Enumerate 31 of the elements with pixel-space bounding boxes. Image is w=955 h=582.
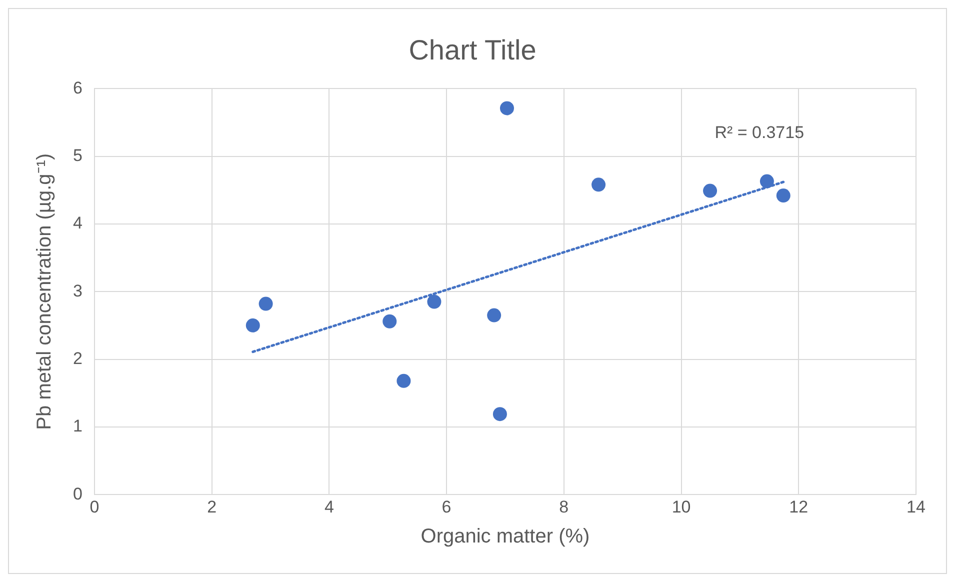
y-tick-label: 6	[72, 78, 82, 98]
point	[492, 407, 507, 422]
x-tick-label: 12	[789, 497, 808, 516]
y-tick-label: 0	[72, 484, 82, 504]
y-tick-label: 3	[72, 281, 82, 300]
x-tick-label: 10	[672, 497, 691, 516]
x-tick-label: 6	[442, 497, 452, 516]
point	[427, 294, 442, 309]
x-tick-label: 14	[906, 497, 926, 516]
x-tick-label: 2	[207, 497, 217, 516]
x-tick-label: 8	[559, 497, 569, 516]
point	[500, 101, 514, 116]
point	[703, 184, 718, 198]
y-tick-label: 4	[72, 214, 82, 233]
point	[592, 178, 606, 192]
y-tick-label: 2	[72, 348, 82, 368]
point	[760, 174, 774, 188]
point	[396, 374, 411, 388]
x-axis-title: Organic matter (%)	[420, 526, 590, 548]
point	[246, 318, 260, 332]
y-tick-label: 5	[72, 146, 82, 165]
y-tick-label: 1	[72, 416, 82, 436]
point	[487, 308, 502, 322]
point	[258, 296, 273, 311]
x-tick-label: 0	[90, 497, 100, 516]
y-axis-title: Pb metal concentration (µg.g⁻¹)	[34, 153, 56, 430]
x-tick-label: 4	[324, 497, 334, 516]
point	[776, 188, 790, 203]
chart-title: Chart Title	[408, 34, 536, 66]
annotation: R² = 0.3715	[714, 122, 804, 142]
point	[382, 314, 397, 328]
